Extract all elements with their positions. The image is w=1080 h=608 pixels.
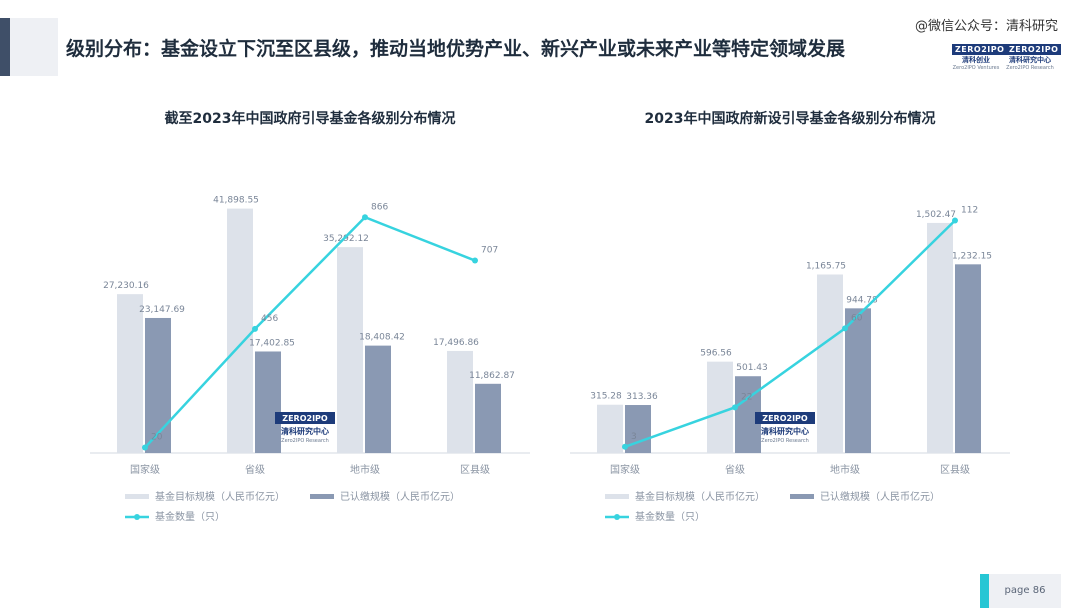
category-label: 国家级 xyxy=(130,463,160,476)
count-label: 3 xyxy=(631,432,637,442)
legend-swatch xyxy=(310,494,334,499)
count-point xyxy=(142,444,148,451)
bar-subscribed xyxy=(145,317,171,453)
zero2ipo-ventures-logo: ZERO2IPO 清科创业 Zero2IPO Ventures xyxy=(952,37,1008,71)
bar-subscribed xyxy=(845,308,871,453)
bar-subscribed xyxy=(255,351,281,453)
logo-cn-text: 清科研究中心 xyxy=(1009,56,1051,64)
bar-target xyxy=(707,361,733,453)
category-label: 地市级 xyxy=(830,463,860,476)
brand-logos: ZERO2IPO 清科创业 Zero2IPO Ventures ZERO2IPO… xyxy=(952,37,1062,71)
legend-label: 已认缴规模（人民币亿元） xyxy=(820,490,940,503)
category-label: 国家级 xyxy=(610,463,640,476)
count-point xyxy=(842,325,848,332)
stamp-cn-text: 清科研究中心 xyxy=(281,426,329,436)
data-label: 27,230.16 xyxy=(103,281,149,291)
stamp-badge xyxy=(755,412,815,424)
stamp-badge-text: ZERO2IPO xyxy=(282,414,328,423)
chart-left: 截至2023年中国政府引导基金各级别分布情况 27,230.16 23,147.6… xyxy=(80,108,540,538)
bar-target xyxy=(817,274,843,453)
chart-right: 2023年中国政府新设引导基金各级别分布情况 315.28 313.36 国家级 59… xyxy=(560,108,1020,538)
data-label: 501.43 xyxy=(736,363,768,373)
bar-target xyxy=(597,404,623,453)
count-label: 22 xyxy=(741,392,752,402)
count-point xyxy=(622,443,628,450)
data-label: 41,898.55 xyxy=(213,196,259,206)
chart-left-svg: 27,230.16 23,147.69 国家级 41,898.55 17,402.85 省… xyxy=(90,196,530,523)
count-point xyxy=(252,325,258,332)
category-label: 省级 xyxy=(245,463,265,476)
watermark: @微信公众号：清科研究 xyxy=(910,14,1062,35)
data-label: 313.36 xyxy=(626,392,658,402)
data-label: 23,147.69 xyxy=(139,305,185,315)
legend-label: 已认缴规模（人民币亿元） xyxy=(340,490,460,503)
logo-cn-text: 清科创业 xyxy=(962,56,990,64)
count-point xyxy=(732,404,738,411)
legend-swatch xyxy=(605,494,629,499)
footer-accent xyxy=(980,574,989,608)
data-label: 35,292.12 xyxy=(323,234,369,244)
bar-subscribed xyxy=(475,383,501,453)
stamp-badge-text: ZERO2IPO xyxy=(762,414,808,423)
data-label: 1,232.15 xyxy=(952,251,992,261)
count-point xyxy=(362,214,368,221)
chart-title: 截至2023年中国政府引导基金各级别分布情况 xyxy=(164,111,456,127)
legend-marker xyxy=(134,514,140,520)
bar-target xyxy=(447,350,473,453)
stamp-badge xyxy=(275,412,335,424)
legend-swatch xyxy=(790,494,814,499)
logo-badge: ZERO2IPO xyxy=(1006,44,1062,55)
category-label: 区县级 xyxy=(940,464,970,476)
data-label: 17,496.86 xyxy=(433,338,479,348)
data-label: 1,502.47 xyxy=(916,210,956,220)
count-line xyxy=(624,219,956,448)
bar-target xyxy=(117,294,143,453)
stamp-cn-text: 清科研究中心 xyxy=(761,426,809,436)
category-label: 省级 xyxy=(725,463,745,476)
data-label: 944.78 xyxy=(846,295,878,305)
bar-target xyxy=(227,208,253,453)
header-accent-bar xyxy=(0,18,10,76)
count-line xyxy=(144,215,476,449)
count-label: 60 xyxy=(851,313,863,323)
logo-en-text: Zero2IPO Research xyxy=(1006,65,1054,71)
count-label: 456 xyxy=(261,314,278,324)
count-point xyxy=(952,217,958,224)
category-label: 地市级 xyxy=(350,463,380,476)
chart-right-svg: 315.28 313.36 国家级 596.56 501.43 省级 1,165.75 944… xyxy=(570,205,1010,523)
count-label: 112 xyxy=(961,205,978,215)
count-label: 20 xyxy=(151,433,163,443)
data-label: 315.28 xyxy=(590,392,622,402)
legend-swatch xyxy=(125,494,149,499)
page-number: page 86 xyxy=(989,574,1061,608)
count-point xyxy=(472,257,478,264)
stamp-en-text: Zero2IPO Research xyxy=(281,438,329,444)
bar-target xyxy=(337,247,363,453)
count-label: 707 xyxy=(481,246,498,256)
data-label: 18,408.42 xyxy=(359,333,405,343)
count-label: 866 xyxy=(371,202,388,212)
bar-target xyxy=(927,222,953,453)
stamp-en-text: Zero2IPO Research xyxy=(761,438,809,444)
logo-badge: ZERO2IPO xyxy=(952,44,1008,55)
header-accent-block xyxy=(10,18,58,76)
legend-label: 基金数量（只） xyxy=(635,510,705,523)
data-label: 596.56 xyxy=(700,349,732,359)
page-title: 级别分布：基金设立下沉至区县级，推动当地优势产业、新兴产业或未来产业等特定领域发… xyxy=(66,38,846,60)
legend-label: 基金目标规模（人民币亿元） xyxy=(155,490,285,503)
data-label: 1,165.75 xyxy=(806,261,846,271)
legend-label: 基金目标规模（人民币亿元） xyxy=(635,490,765,503)
legend-label: 基金数量（只） xyxy=(155,510,225,523)
bar-subscribed xyxy=(365,345,391,453)
data-label: 17,402.85 xyxy=(249,338,295,348)
chart-title: 2023年中国政府新设引导基金各级别分布情况 xyxy=(644,111,936,127)
category-label: 区县级 xyxy=(460,464,490,476)
data-label: 11,862.87 xyxy=(469,371,515,381)
zero2ipo-research-logo: ZERO2IPO 清科研究中心 Zero2IPO Research xyxy=(1006,37,1062,71)
legend-marker xyxy=(614,514,620,520)
logo-en-text: Zero2IPO Ventures xyxy=(952,65,1000,71)
bar-subscribed xyxy=(955,264,981,453)
